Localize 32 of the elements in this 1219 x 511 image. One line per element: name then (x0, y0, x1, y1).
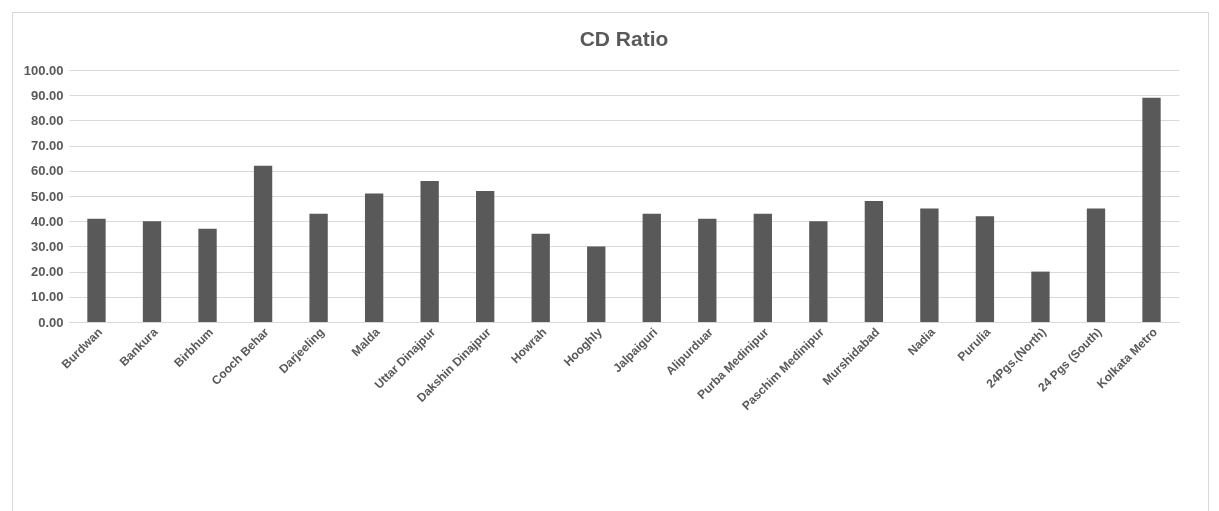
y-tick-label: 100.00 (23, 62, 64, 78)
bar (531, 233, 550, 322)
bar (142, 221, 162, 322)
bar (864, 201, 884, 322)
bar (309, 213, 328, 322)
bar (753, 213, 772, 322)
y-tick-label: 30.00 (30, 238, 64, 254)
bar (975, 216, 995, 322)
bar (198, 228, 217, 322)
chart-title: CD Ratio (579, 27, 669, 50)
bar (1142, 97, 1161, 322)
bar (87, 218, 106, 322)
bar (1031, 271, 1050, 322)
y-tick-label: 10.00 (30, 289, 64, 305)
bar (476, 190, 495, 322)
bar (642, 213, 661, 322)
bar (420, 180, 439, 322)
bar (587, 246, 606, 322)
y-tick-label: 80.00 (30, 112, 64, 128)
bar (809, 221, 828, 322)
y-tick-label: 0.00 (38, 314, 64, 330)
y-tick-label: 20.00 (30, 264, 64, 280)
bar (698, 218, 717, 322)
bar (253, 165, 273, 322)
y-tick-label: 50.00 (30, 188, 64, 204)
y-tick-label: 70.00 (30, 138, 64, 154)
bar (1086, 208, 1106, 322)
bar (364, 193, 384, 322)
y-tick-label: 90.00 (30, 87, 64, 103)
y-tick-label: 40.00 (30, 213, 64, 229)
bar (920, 208, 939, 322)
y-tick-label: 60.00 (30, 163, 64, 179)
